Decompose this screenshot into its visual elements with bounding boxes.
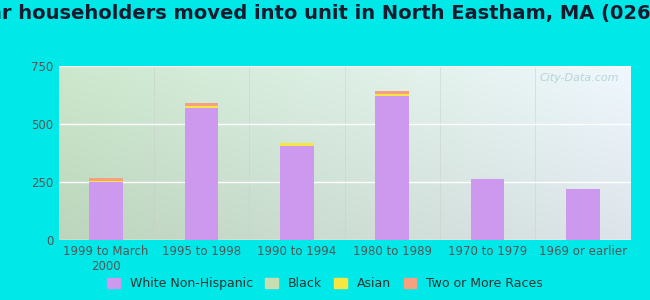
Bar: [376, 94, 409, 96]
Text: City-Data.com: City-Data.com: [540, 73, 619, 83]
Bar: [185, 103, 218, 106]
Bar: [185, 108, 218, 240]
Text: Year householders moved into unit in North Eastham, MA (02642): Year householders moved into unit in Nor…: [0, 4, 650, 23]
Bar: [376, 91, 409, 94]
Bar: [90, 178, 123, 181]
Bar: [376, 96, 409, 240]
Bar: [471, 179, 504, 240]
Bar: [280, 146, 313, 240]
Bar: [185, 106, 218, 108]
Bar: [280, 143, 313, 146]
Bar: [566, 189, 599, 240]
Bar: [90, 182, 123, 240]
Legend: White Non-Hispanic, Black, Asian, Two or More Races: White Non-Hispanic, Black, Asian, Two or…: [103, 273, 547, 294]
Bar: [90, 181, 123, 182]
